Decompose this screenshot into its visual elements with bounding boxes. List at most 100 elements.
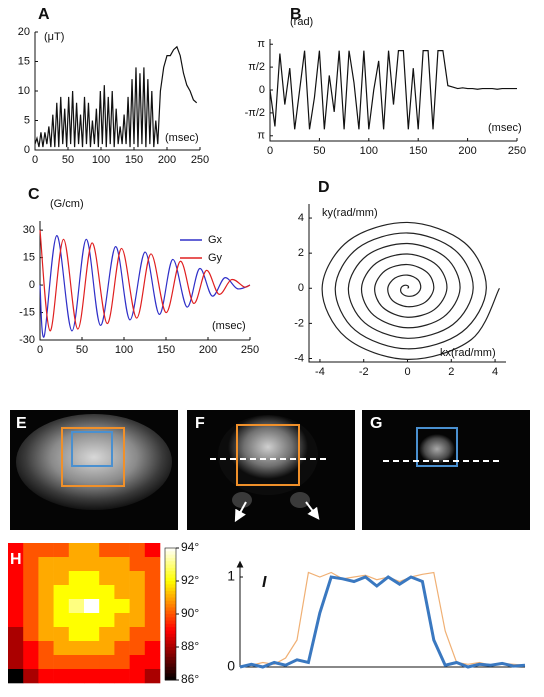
heat-cell [68, 669, 85, 684]
x-tick-label: 0 [32, 154, 38, 166]
axes [240, 562, 525, 668]
heat-cell [84, 669, 100, 684]
colorbar-step [165, 581, 176, 585]
heat-cell [53, 557, 70, 572]
heat-cell [84, 571, 100, 586]
colorbar-step [165, 643, 176, 648]
heat-cell [129, 585, 146, 600]
y-axis-label: ky(rad/mm) [322, 207, 378, 219]
heat-cell [84, 543, 100, 558]
heat-cell [8, 613, 24, 628]
colorbar-step [165, 607, 176, 612]
colorbar-step [165, 554, 176, 559]
y-tick-label: 1 [227, 568, 235, 584]
heat-cell [68, 585, 85, 600]
y-tick-label: 0 [298, 282, 304, 294]
panel-label: C [28, 186, 40, 203]
heat-cell [38, 585, 54, 600]
heat-cell [23, 613, 39, 628]
panel-label: E [16, 415, 27, 432]
heat-cell [99, 641, 115, 656]
heat-cell [114, 585, 130, 600]
heat-cell [53, 599, 70, 614]
colorbar-step [165, 620, 176, 625]
panel-label: A [38, 6, 50, 23]
x-tick-label: 200 [458, 145, 476, 157]
heat-cell [84, 641, 100, 656]
colorbar-step [165, 614, 176, 618]
heat-cell [99, 599, 115, 614]
colorbar-step [165, 676, 176, 681]
x-axis-label: kx(rad/mm) [440, 347, 496, 359]
heat-cell [68, 599, 85, 614]
heat-cell [68, 557, 85, 572]
colorbar-step [165, 600, 176, 605]
roi-blue [416, 427, 458, 467]
heat-cell [144, 571, 161, 586]
heat-cell [144, 655, 161, 670]
heat-cell [129, 669, 146, 684]
roi-orange [236, 424, 300, 486]
heat-cell [114, 613, 130, 628]
y-tick-label: -4 [294, 352, 304, 364]
hotspot [290, 492, 310, 508]
y-tick-label: -30 [19, 334, 35, 346]
x-tick-label: 150 [157, 344, 175, 356]
heat-cell [8, 557, 24, 572]
x-axis-label: (msec) [488, 122, 522, 134]
colorbar-step [165, 567, 176, 572]
heat-cell [23, 655, 39, 670]
colorbar-step [165, 574, 176, 579]
colorbar-step [165, 604, 176, 608]
y-tick-label: 15 [18, 55, 30, 67]
heat-cell [23, 669, 39, 684]
colorbar-step [165, 590, 176, 595]
heat-cell [23, 543, 39, 558]
heat-cell [84, 585, 100, 600]
x-tick-label: 150 [409, 145, 427, 157]
colorbar-step [165, 623, 176, 628]
y-tick-label: π [257, 38, 265, 50]
heat-cell [53, 641, 70, 656]
heat-cell [53, 585, 70, 600]
heat-cell [38, 599, 54, 614]
heat-cell [84, 655, 100, 670]
heat-cell [84, 557, 100, 572]
line [39, 230, 251, 332]
colorbar-step [165, 630, 176, 635]
heat-cell [114, 669, 130, 684]
heat-cell [38, 641, 54, 656]
line [239, 575, 526, 669]
heat-cell [38, 669, 54, 684]
heat-cell [129, 543, 146, 558]
heat-cell [8, 655, 24, 670]
heat-cell [68, 641, 85, 656]
x-tick-label: 200 [158, 154, 176, 166]
y-tick-label: π/2 [248, 61, 265, 73]
heat-cell [38, 627, 54, 642]
arrow [234, 501, 247, 523]
colorbar-step [165, 548, 176, 552]
heat-cell [114, 543, 130, 558]
heat-cell [53, 669, 70, 684]
panel-label: I [262, 574, 267, 591]
heat-cell [129, 655, 146, 670]
x-tick-label: 0 [404, 366, 410, 378]
x-tick-label: 200 [199, 344, 217, 356]
heat-cell [129, 641, 146, 656]
colorbar-step [165, 627, 176, 631]
heat-cell [68, 543, 85, 558]
heat-cell [84, 613, 100, 628]
x-tick-label: 50 [76, 344, 88, 356]
x-tick-label: 250 [191, 154, 209, 166]
panel-label: B [290, 6, 302, 23]
colorbar-step [165, 650, 176, 655]
y-tick-label: 5 [24, 114, 30, 126]
heat-cell [129, 557, 146, 572]
x-tick-label: 150 [125, 154, 143, 166]
heat-cell [114, 641, 130, 656]
colorbar-step [165, 551, 176, 556]
panel-label: H [10, 551, 22, 568]
heat-cell [99, 543, 115, 558]
